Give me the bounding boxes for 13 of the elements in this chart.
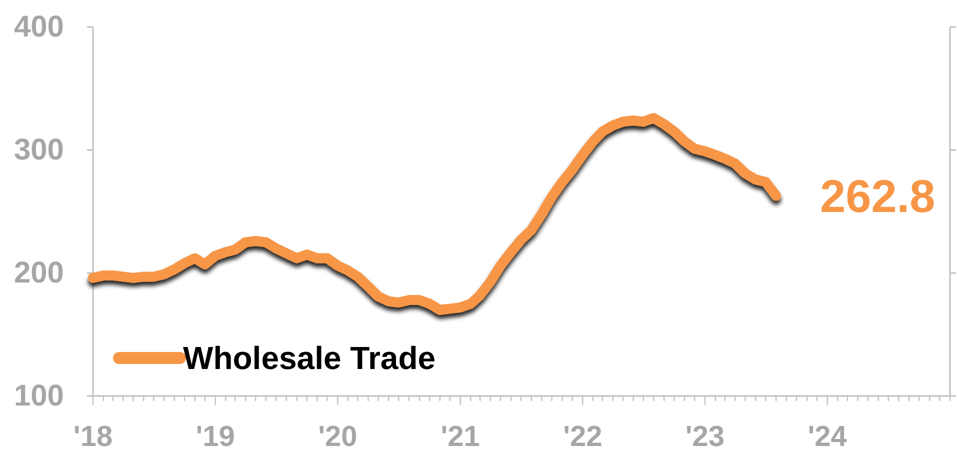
x-tick-label: '20 <box>318 421 358 449</box>
y-tick-label: 300 <box>14 134 64 166</box>
y-tick-label: 200 <box>14 256 64 290</box>
annotation: 262.8 <box>820 170 936 222</box>
x-tick-label: '21 <box>440 421 480 449</box>
x-tick-label: '19 <box>196 421 235 449</box>
x-tick-label: '23 <box>685 421 725 449</box>
y-tick-label: 100 <box>14 380 64 412</box>
y-tick-label: 400 <box>14 10 64 44</box>
x-tick-label: '22 <box>563 421 602 449</box>
legend-label: Wholesale Trade <box>183 340 436 376</box>
x-tick-label: '18 <box>73 421 113 449</box>
x-tick-label: '24 <box>808 421 847 449</box>
